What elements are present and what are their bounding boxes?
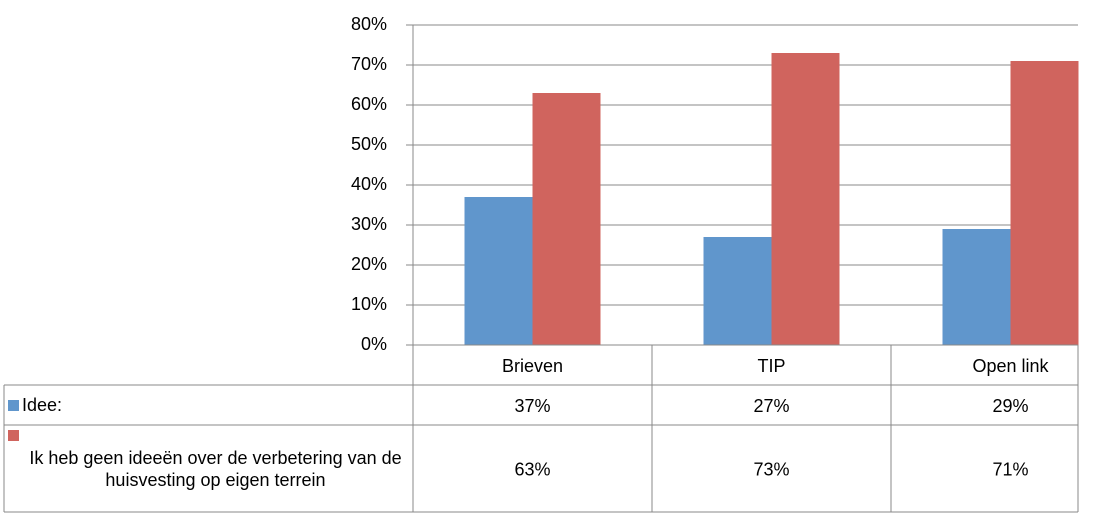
legend-swatch: [8, 399, 19, 411]
y-tick-label: 40%: [351, 174, 387, 194]
x-tick-label: Open link: [972, 356, 1049, 376]
y-tick-label: 20%: [351, 254, 387, 274]
bar: [942, 229, 1011, 345]
table-value: 63%: [514, 459, 550, 479]
table-value: 37%: [514, 396, 550, 416]
y-tick-label: 30%: [351, 214, 387, 234]
legend-swatch: [8, 430, 19, 441]
table-value: 27%: [753, 396, 789, 416]
y-tick-label: 80%: [351, 14, 387, 34]
table-value: 29%: [992, 396, 1028, 416]
table-value: 73%: [753, 459, 789, 479]
y-tick-label: 50%: [351, 134, 387, 154]
x-tick-label: Brieven: [502, 356, 563, 376]
legend-entry: Ik heb geen ideeën over de verbetering v…: [8, 426, 409, 511]
y-tick-label: 70%: [351, 54, 387, 74]
legend-entry: Idee:: [8, 386, 409, 424]
bar: [532, 93, 601, 345]
table-value: 71%: [992, 459, 1028, 479]
x-tick-label: TIP: [757, 356, 785, 376]
bar: [1010, 61, 1079, 345]
y-tick-label: 0%: [361, 334, 387, 354]
legend-label: Ik heb geen ideeën over de verbetering v…: [29, 447, 402, 490]
y-tick-label: 60%: [351, 94, 387, 114]
bar: [771, 53, 840, 345]
y-tick-label: 10%: [351, 294, 387, 314]
legend-label: Idee:: [22, 395, 63, 415]
bar: [703, 237, 772, 345]
bar: [464, 197, 533, 345]
